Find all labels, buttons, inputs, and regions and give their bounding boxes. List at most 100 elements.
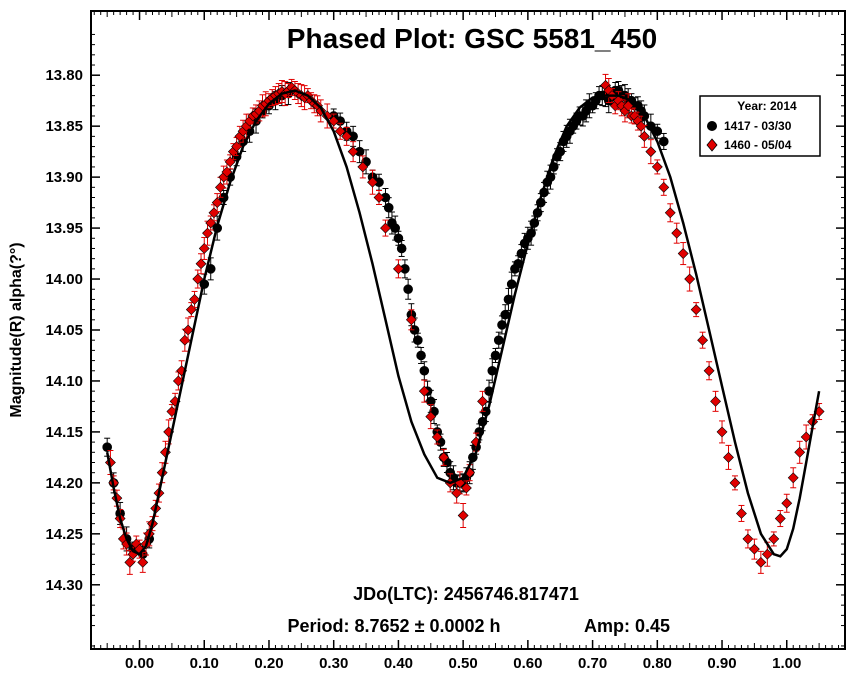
y-tick-label: 13.80 xyxy=(45,67,83,84)
data-point xyxy=(380,222,391,234)
y-tick-label: 13.95 xyxy=(45,220,83,237)
y-tick-label: 14.30 xyxy=(45,577,83,594)
data-point xyxy=(405,314,417,326)
x-tick-label: 0.90 xyxy=(707,655,736,672)
fit-curve-line xyxy=(105,89,821,558)
x-axis-ticks: 0.00 0.10 0.20 0.30 0.40 0.50 0.60 0.70 0.80 0.90… xyxy=(93,11,840,672)
data-point xyxy=(703,365,715,377)
data-point xyxy=(202,227,213,239)
data-point xyxy=(431,431,443,443)
data-point xyxy=(403,284,413,295)
data-point xyxy=(677,248,689,259)
data-point xyxy=(367,176,378,188)
legend-label-series-1: 1417 - 03/30 xyxy=(724,119,792,133)
data-point xyxy=(198,243,210,254)
x-tick-label: 1.00 xyxy=(772,655,801,672)
data-point xyxy=(425,411,437,423)
data-point xyxy=(774,513,786,524)
y-tick-label: 14.20 xyxy=(45,475,83,492)
data-point xyxy=(393,263,404,275)
data-point xyxy=(413,335,423,345)
data-point xyxy=(195,258,207,270)
data-point xyxy=(418,385,430,397)
data-point xyxy=(102,442,112,453)
data-point xyxy=(189,294,200,305)
data-point xyxy=(716,426,728,438)
fit-curve-group xyxy=(105,89,821,558)
legend-marker-circle xyxy=(707,121,717,131)
data-point xyxy=(477,395,488,407)
data-point xyxy=(638,130,650,142)
x-tick-label: 0.20 xyxy=(254,655,283,672)
data-point xyxy=(690,304,702,316)
jdo-annotation: JDo(LTC): 2456746.817471 xyxy=(353,584,579,604)
data-point xyxy=(761,548,773,560)
data-point xyxy=(137,556,149,568)
data-point xyxy=(723,451,734,463)
data-point xyxy=(347,146,359,158)
data-point xyxy=(383,202,394,213)
data-point xyxy=(493,335,504,345)
data-point xyxy=(736,508,747,519)
y-tick-label: 14.10 xyxy=(45,373,83,390)
legend-label-series-2: 1460 - 05/04 xyxy=(724,138,792,152)
data-point xyxy=(645,146,657,158)
data-point xyxy=(800,431,812,443)
data-point xyxy=(192,273,204,285)
x-tick-label: 0.40 xyxy=(384,655,413,672)
data-point xyxy=(211,197,223,209)
x-tick-label: 0.30 xyxy=(319,655,348,672)
chart-title: Phased Plot: GSC 5581_450 xyxy=(287,23,657,54)
data-point xyxy=(357,161,369,173)
legend-box xyxy=(699,95,821,157)
data-point xyxy=(121,538,133,550)
data-point xyxy=(506,279,517,289)
data-point xyxy=(221,166,233,178)
period-annotation: Period: 8.7652 ± 0.0002 h xyxy=(288,616,501,636)
data-point xyxy=(664,207,676,219)
data-point xyxy=(781,497,793,509)
y-tick-label: 14.00 xyxy=(45,271,83,288)
data-point xyxy=(710,395,721,407)
y-tick-label: 14.15 xyxy=(45,424,83,441)
data-point xyxy=(416,350,426,361)
y-axis-ticks: 13.80 13.85 13.90 13.95 14.00 14.05 14.10 14.15… xyxy=(45,33,845,647)
data-point xyxy=(651,161,663,173)
data-point xyxy=(622,100,634,112)
data-point xyxy=(334,125,346,137)
x-tick-label: 0.10 xyxy=(190,655,219,672)
data-point xyxy=(658,181,670,193)
data-point xyxy=(457,510,469,521)
data-point xyxy=(635,120,647,132)
data-point xyxy=(671,227,683,239)
data-point xyxy=(341,130,353,142)
y-tick-label: 14.05 xyxy=(45,322,83,339)
data-point xyxy=(373,192,385,203)
data-point xyxy=(328,115,340,127)
data-point xyxy=(787,472,799,484)
data-point xyxy=(658,136,669,147)
y-tick-label: 13.85 xyxy=(45,118,83,135)
x-tick-label: 0.70 xyxy=(578,655,607,672)
y-tick-label: 13.90 xyxy=(45,169,83,186)
data-point xyxy=(419,365,430,376)
data-point xyxy=(755,556,767,568)
y-tick-label: 14.25 xyxy=(45,526,83,543)
legend-title: Year: 2014 xyxy=(737,99,797,113)
legend-marker-diamond xyxy=(706,138,718,152)
data-point xyxy=(438,451,450,463)
data-point xyxy=(490,350,501,361)
legend: Year: 2014 1417 - 03/30 1460 - 05/04 xyxy=(699,95,821,157)
data-point xyxy=(697,334,709,346)
data-point xyxy=(794,446,806,458)
data-point xyxy=(742,533,754,545)
x-tick-label: 0.60 xyxy=(513,655,542,672)
y-axis-title: Magnitude(R) alpha(?°) xyxy=(8,242,25,417)
data-point xyxy=(729,477,741,489)
data-point xyxy=(396,243,407,254)
amplitude-annotation: Amp: 0.45 xyxy=(584,616,670,636)
x-tick-label: 0.80 xyxy=(643,655,672,672)
x-tick-label: 0.00 xyxy=(125,655,154,672)
